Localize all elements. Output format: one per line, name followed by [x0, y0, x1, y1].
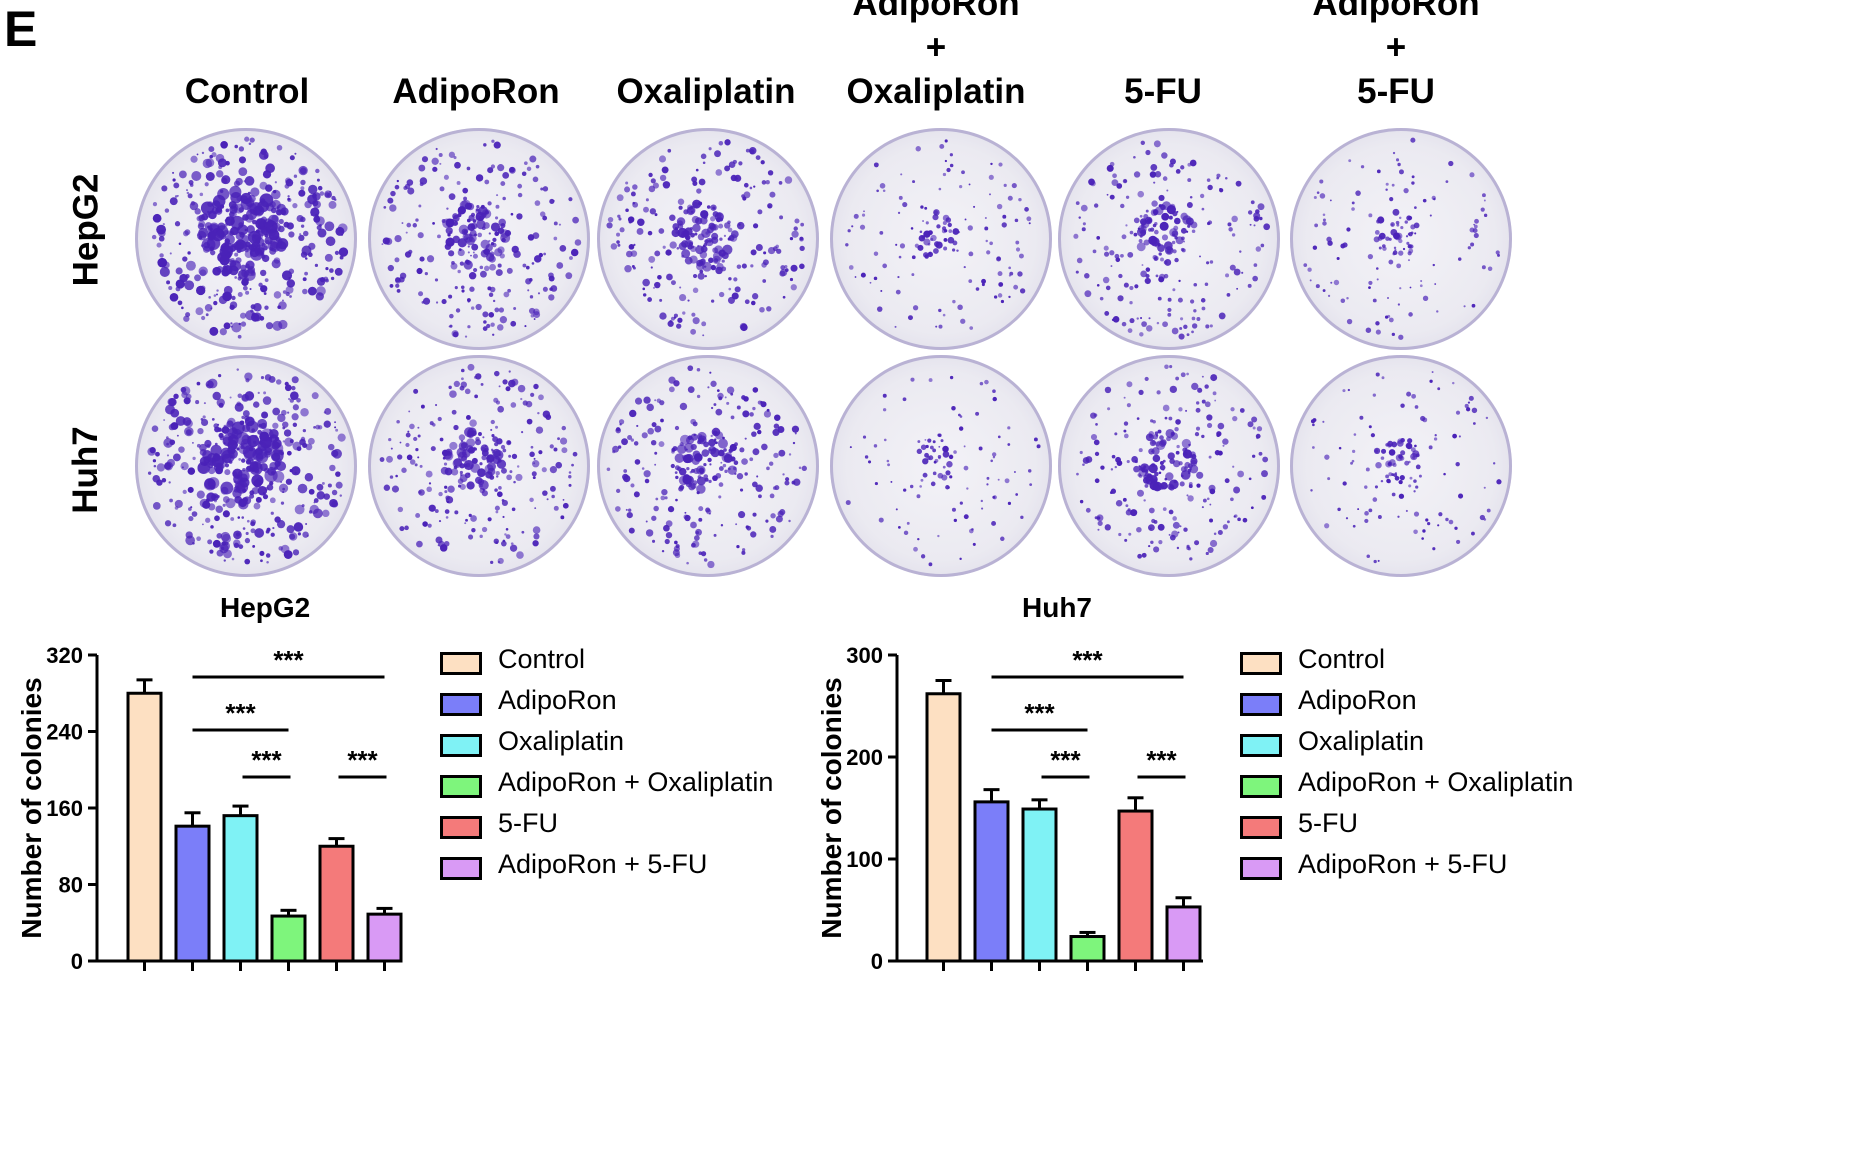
column-header-adiporon-oxaliplatin: AdipoRon + Oxaliplatin	[816, 0, 1056, 114]
significance-label: ***	[273, 645, 304, 675]
culture-plate-hepg2-6	[1290, 128, 1512, 350]
column-header-text: 5-FU	[1124, 72, 1202, 111]
legend-swatch	[440, 693, 482, 716]
legend-swatch	[1240, 857, 1282, 880]
y-tick-label: 320	[46, 643, 83, 668]
significance-label: ***	[225, 698, 256, 728]
colony-dots	[845, 375, 1041, 567]
legend-swatch	[440, 857, 482, 880]
culture-plate-hepg2-3	[597, 128, 819, 350]
culture-plate-huh7-5	[1058, 355, 1280, 577]
bar-adiporon	[174, 824, 211, 963]
significance-label: ***	[251, 745, 282, 775]
bar-5-fu	[318, 844, 355, 963]
bar-adiporon-5-fu	[366, 912, 403, 963]
culture-plate-hepg2-2	[368, 128, 590, 350]
culture-plate-huh7-4	[830, 355, 1052, 577]
y-tick-label: 0	[71, 949, 83, 974]
chart-title-hepg2: HepG2	[220, 592, 311, 623]
legend-swatch	[1240, 734, 1282, 757]
bar-adiporon-oxaliplatin	[270, 914, 307, 963]
legend-text: 5-FU	[1298, 808, 1358, 838]
column-header-text: +	[1385, 28, 1407, 67]
colony-dots	[379, 363, 578, 565]
legend-swatch	[440, 816, 482, 839]
colony-dots	[606, 365, 807, 569]
legend-text: AdipoRon + 5-FU	[498, 849, 708, 879]
colony-dots	[151, 136, 349, 339]
culture-plate-hepg2-1	[135, 128, 357, 350]
bar-adiporon-5-fu	[1165, 905, 1202, 963]
colony-dots	[1303, 137, 1501, 340]
culture-plate-hepg2-5	[1058, 128, 1280, 350]
y-tick-label: 0	[871, 949, 883, 974]
legend-text: Oxaliplatin	[1298, 726, 1425, 756]
legend-swatch	[1240, 693, 1282, 716]
bar-5-fu	[1117, 809, 1154, 963]
colony-dots	[1310, 371, 1502, 564]
significance-label: ***	[1072, 645, 1103, 675]
column-header-text: Control	[184, 72, 310, 111]
significance-label: ***	[347, 745, 378, 775]
legend-text: AdipoRon	[1298, 685, 1417, 715]
legend-swatch	[440, 775, 482, 798]
y-tick-label: 80	[59, 873, 83, 898]
legend-text: AdipoRon + Oxaliplatin	[498, 767, 774, 797]
culture-plate-huh7-6	[1290, 355, 1512, 577]
y-axis-title: Number of colonies	[816, 677, 847, 938]
column-header-text: Oxaliplatin	[846, 72, 1026, 111]
y-tick-label: 240	[46, 720, 83, 745]
legend-swatch	[1240, 775, 1282, 798]
colony-dots	[1073, 140, 1271, 340]
colony-dots	[1076, 364, 1269, 561]
colony-dots	[606, 139, 805, 337]
legend-text: AdipoRon + Oxaliplatin	[1298, 767, 1574, 797]
legend-text: Control	[1298, 644, 1386, 674]
chart-title-huh7: Huh7	[1022, 592, 1092, 623]
bar-oxaliplatin	[1021, 807, 1058, 963]
y-axis-title: Number of colonies	[16, 677, 47, 938]
significance-label: ***	[1050, 745, 1081, 775]
bar-adiporon	[973, 800, 1010, 963]
y-tick-label: 160	[46, 796, 83, 821]
legend-text: Oxaliplatin	[498, 726, 625, 756]
y-tick-label: 300	[846, 643, 883, 668]
legend-text: AdipoRon + 5-FU	[1298, 849, 1508, 879]
y-tick-label: 100	[846, 847, 883, 872]
bar-adiporon-oxaliplatin	[1069, 935, 1106, 963]
culture-plate-huh7-3	[597, 355, 819, 577]
column-header-text: AdipoRon	[1312, 0, 1480, 23]
column-header-control: Control	[127, 70, 367, 114]
colony-dots	[845, 139, 1032, 330]
culture-plate-huh7-2	[368, 355, 590, 577]
colony-dots	[147, 368, 346, 565]
legend-swatch	[440, 734, 482, 757]
culture-plate-hepg2-4	[830, 128, 1052, 350]
legend-text: Control	[498, 644, 586, 674]
legend-swatch	[440, 652, 482, 675]
bar-oxaliplatin	[222, 814, 259, 963]
column-header-oxaliplatin: Oxaliplatin	[586, 70, 826, 114]
colony-dots	[381, 139, 582, 338]
bar-control	[126, 691, 163, 963]
bar-control	[925, 692, 962, 963]
culture-plate-huh7-1	[135, 355, 357, 577]
column-header-text: AdipoRon	[852, 0, 1020, 23]
column-header-text: AdipoRon	[392, 72, 560, 111]
legend-swatch	[1240, 652, 1282, 675]
column-header-text: +	[925, 28, 947, 67]
panel-label: E	[4, 1, 38, 57]
y-tick-label: 200	[846, 745, 883, 770]
column-header-adiporon: AdipoRon	[356, 70, 596, 114]
column-header-5fu: 5-FU	[1043, 70, 1283, 114]
significance-label: ***	[1146, 745, 1177, 775]
column-header-text: 5-FU	[1357, 72, 1435, 111]
legend-text: 5-FU	[498, 808, 558, 838]
column-header-adiporon-5fu: AdipoRon + 5-FU	[1276, 0, 1516, 114]
column-header-text: Oxaliplatin	[616, 72, 796, 111]
legend-swatch	[1240, 816, 1282, 839]
significance-label: ***	[1024, 698, 1055, 728]
legend-text: AdipoRon	[498, 685, 617, 715]
